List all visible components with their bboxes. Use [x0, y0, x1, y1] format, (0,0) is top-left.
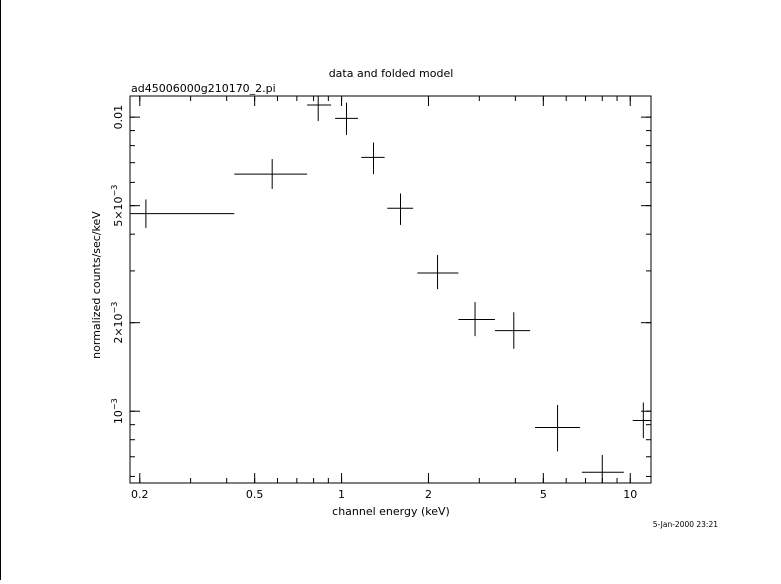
y-axis-label: normalized counts/sec/keV — [90, 211, 103, 359]
y-tick-label: 0.01 — [112, 105, 125, 129]
x-tick-label: 5 — [540, 488, 547, 501]
y-tick-label: 2×10−3 — [110, 302, 125, 344]
data-point — [417, 254, 459, 290]
window-edge — [0, 0, 1, 580]
timestamp: 5-Jan-2000 23:21 — [653, 520, 718, 529]
x-tick-label: 1 — [338, 488, 345, 501]
x-tick-label: 2 — [425, 488, 432, 501]
x-tick-label: 10 — [623, 488, 637, 501]
x-tick-label: 0.2 — [131, 488, 149, 501]
y-tick-label: 5×10−3 — [110, 185, 125, 227]
data-point — [494, 312, 531, 349]
y-tick-label: 10−3 — [110, 398, 125, 424]
data-point — [130, 199, 235, 228]
data-point — [307, 96, 332, 122]
data-points — [130, 96, 651, 483]
data-point — [535, 404, 581, 452]
chart-subtitle: ad45006000g210170_2.pi — [131, 82, 276, 95]
x-axis-label: channel energy (keV) — [332, 505, 450, 518]
chart-title: data and folded model — [329, 67, 454, 80]
axis-ticks: 0.2 0.5 1 2 5 10 10−3 2×10−3 5×10−3 0.01 — [110, 96, 651, 501]
data-point — [234, 159, 308, 189]
data-point — [581, 454, 624, 483]
x-tick-label: 0.5 — [246, 488, 264, 501]
plot-frame — [129, 95, 652, 484]
data-point — [335, 102, 358, 135]
data-point — [361, 142, 385, 175]
data-point — [458, 302, 495, 337]
data-point — [632, 402, 651, 439]
data-point — [387, 193, 414, 225]
